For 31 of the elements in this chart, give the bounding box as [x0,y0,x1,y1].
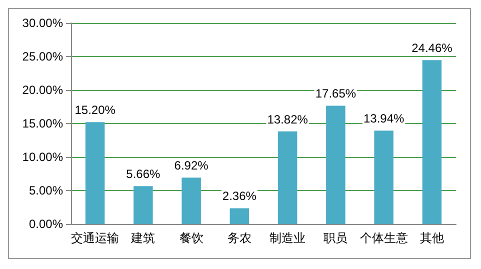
data-label: 5.66% [126,167,161,182]
y-tick-label: 0.00% [28,217,64,231]
x-tick-label: 职员 [324,231,348,245]
y-tick-label: 10.00% [22,150,64,164]
y-tick-label: 15.00% [22,116,64,130]
bar [326,106,346,224]
data-label: 17.65% [315,86,356,101]
bar [422,60,442,224]
x-tick-label: 务农 [227,231,252,245]
data-label: 13.94% [363,112,404,126]
bar [85,122,105,224]
bar [278,131,298,224]
bar [230,208,250,224]
x-tick-label: 建筑 [130,231,156,245]
data-label: 6.92% [174,158,209,173]
data-label: 13.82% [267,112,308,126]
y-tick-label: 25.00% [22,50,64,64]
data-label: 2.36% [222,189,257,204]
y-tick-label: 5.00% [28,184,64,198]
bar [182,178,201,224]
bar [134,186,153,224]
x-tick-label: 其他 [420,231,444,245]
data-label: 15.20% [74,103,116,118]
x-tick-label: 个体生意 [360,231,408,245]
data-label: 24.46% [412,41,453,56]
y-tick-label: 20.00% [22,83,64,97]
y-tick-label: 30.00% [22,16,64,30]
bar [374,130,394,224]
x-tick-label: 餐饮 [179,231,204,245]
x-tick-label: 交通运输 [71,231,120,245]
x-tick-label: 制造业 [270,231,306,245]
